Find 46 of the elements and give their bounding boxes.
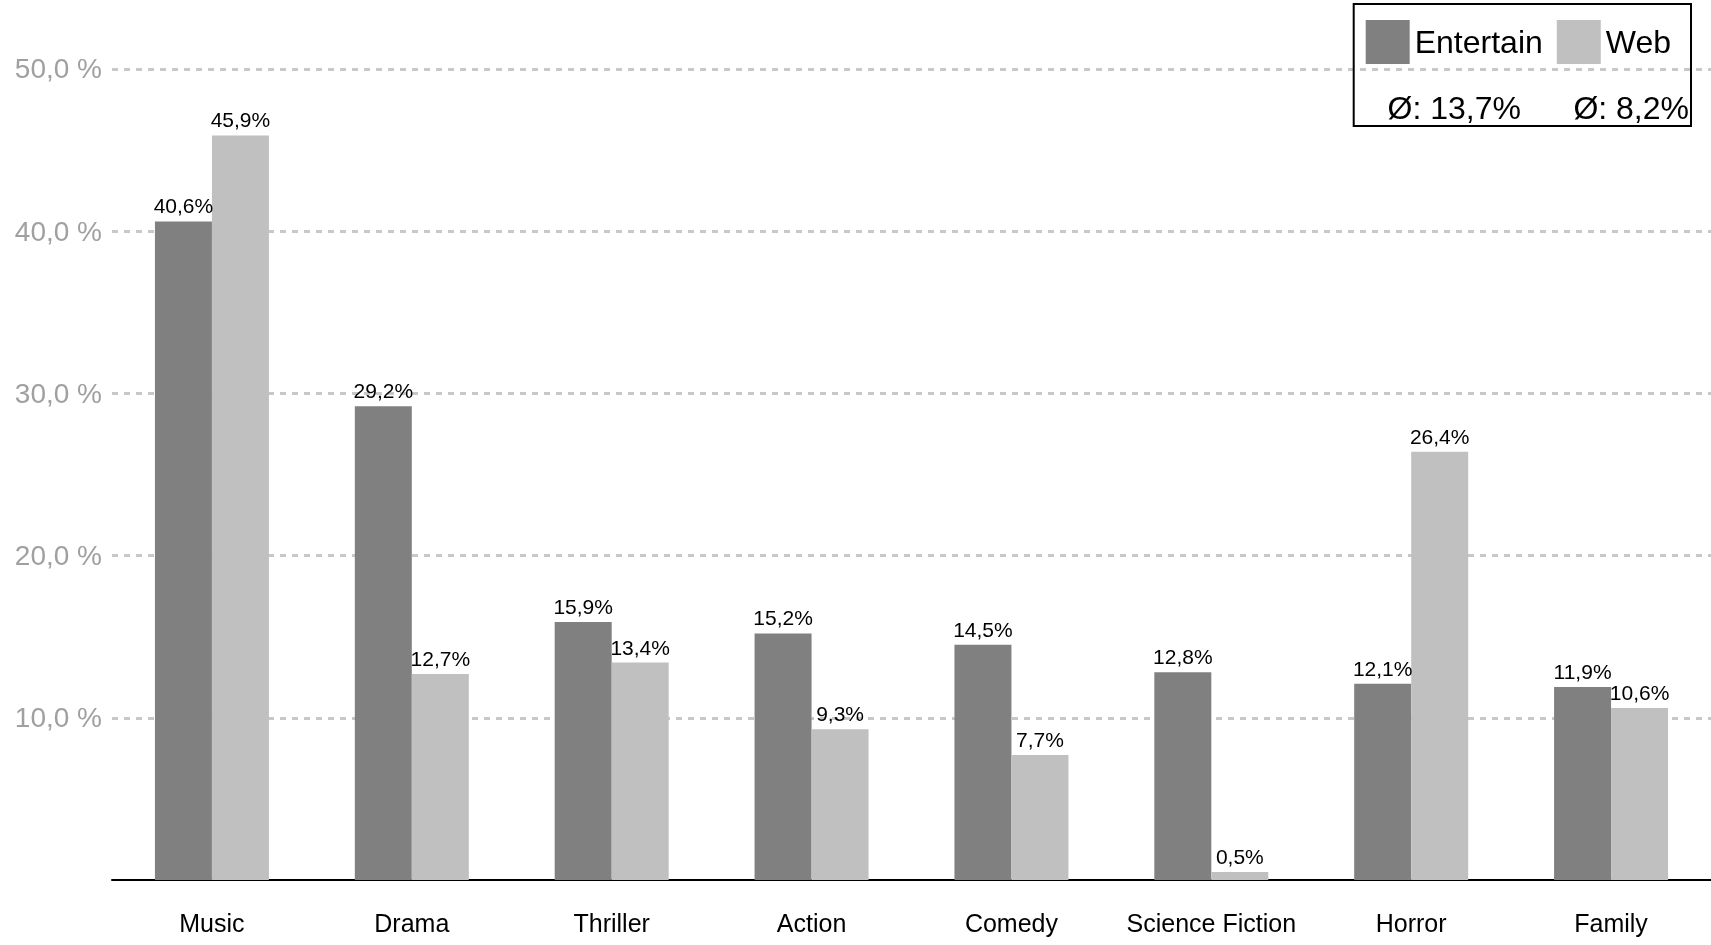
data-label: 15,2%: [753, 606, 813, 630]
annotation: Ø: 8,2%: [1573, 90, 1689, 126]
data-label: 10,6%: [1609, 681, 1670, 705]
data-label: 45,9%: [210, 108, 271, 132]
data-label: 12,8%: [1153, 645, 1213, 669]
bar: [754, 633, 812, 880]
y-tick-label: 10,0 %: [14, 702, 102, 734]
bar: [554, 622, 612, 880]
y-tick-label: 40,0 %: [14, 215, 102, 247]
y-tick-label: 30,0 %: [14, 377, 102, 409]
data-label: 11,9%: [1553, 659, 1612, 683]
x-tick-label: Comedy: [964, 908, 1059, 937]
bar: [411, 673, 469, 880]
bar: [1011, 755, 1069, 880]
data-label: 12,1%: [1352, 656, 1413, 680]
data-label: 15,9%: [553, 595, 613, 619]
bar: [1211, 871, 1269, 880]
y-tick-label: 50,0 %: [14, 53, 102, 85]
data-label: 12,7%: [410, 646, 471, 670]
annotation: Ø: 13,7%: [1387, 90, 1521, 126]
data-label: 14,5%: [953, 617, 1013, 641]
bar: [354, 406, 412, 880]
x-tick-label: Family: [1574, 908, 1649, 937]
x-tick-label: Drama: [374, 908, 450, 937]
y-tick-label: 20,0 %: [14, 540, 102, 572]
x-tick-label: Thriller: [573, 908, 650, 937]
x-tick-label: Action: [776, 908, 847, 937]
bar: [154, 221, 212, 880]
data-label: 13,4%: [610, 635, 670, 659]
bar: [1354, 683, 1412, 880]
bar: [1154, 672, 1212, 880]
x-tick-label: Music: [179, 908, 245, 937]
data-label: 26,4%: [1409, 424, 1470, 448]
legend-label: Web: [1605, 24, 1671, 60]
bar: [811, 729, 869, 880]
bar: [1554, 686, 1612, 880]
x-tick-label: Science Fiction: [1126, 908, 1297, 937]
data-label: 29,2%: [353, 379, 414, 403]
legend-label: Entertain: [1414, 24, 1543, 60]
data-label: 0,5%: [1215, 844, 1264, 868]
data-label: 40,6%: [153, 194, 214, 218]
data-label: 7,7%: [1016, 728, 1064, 752]
bar: [954, 644, 1012, 880]
x-tick-label: Horror: [1375, 908, 1447, 937]
bar: [1611, 708, 1669, 880]
data-label: 9,3%: [816, 702, 864, 726]
